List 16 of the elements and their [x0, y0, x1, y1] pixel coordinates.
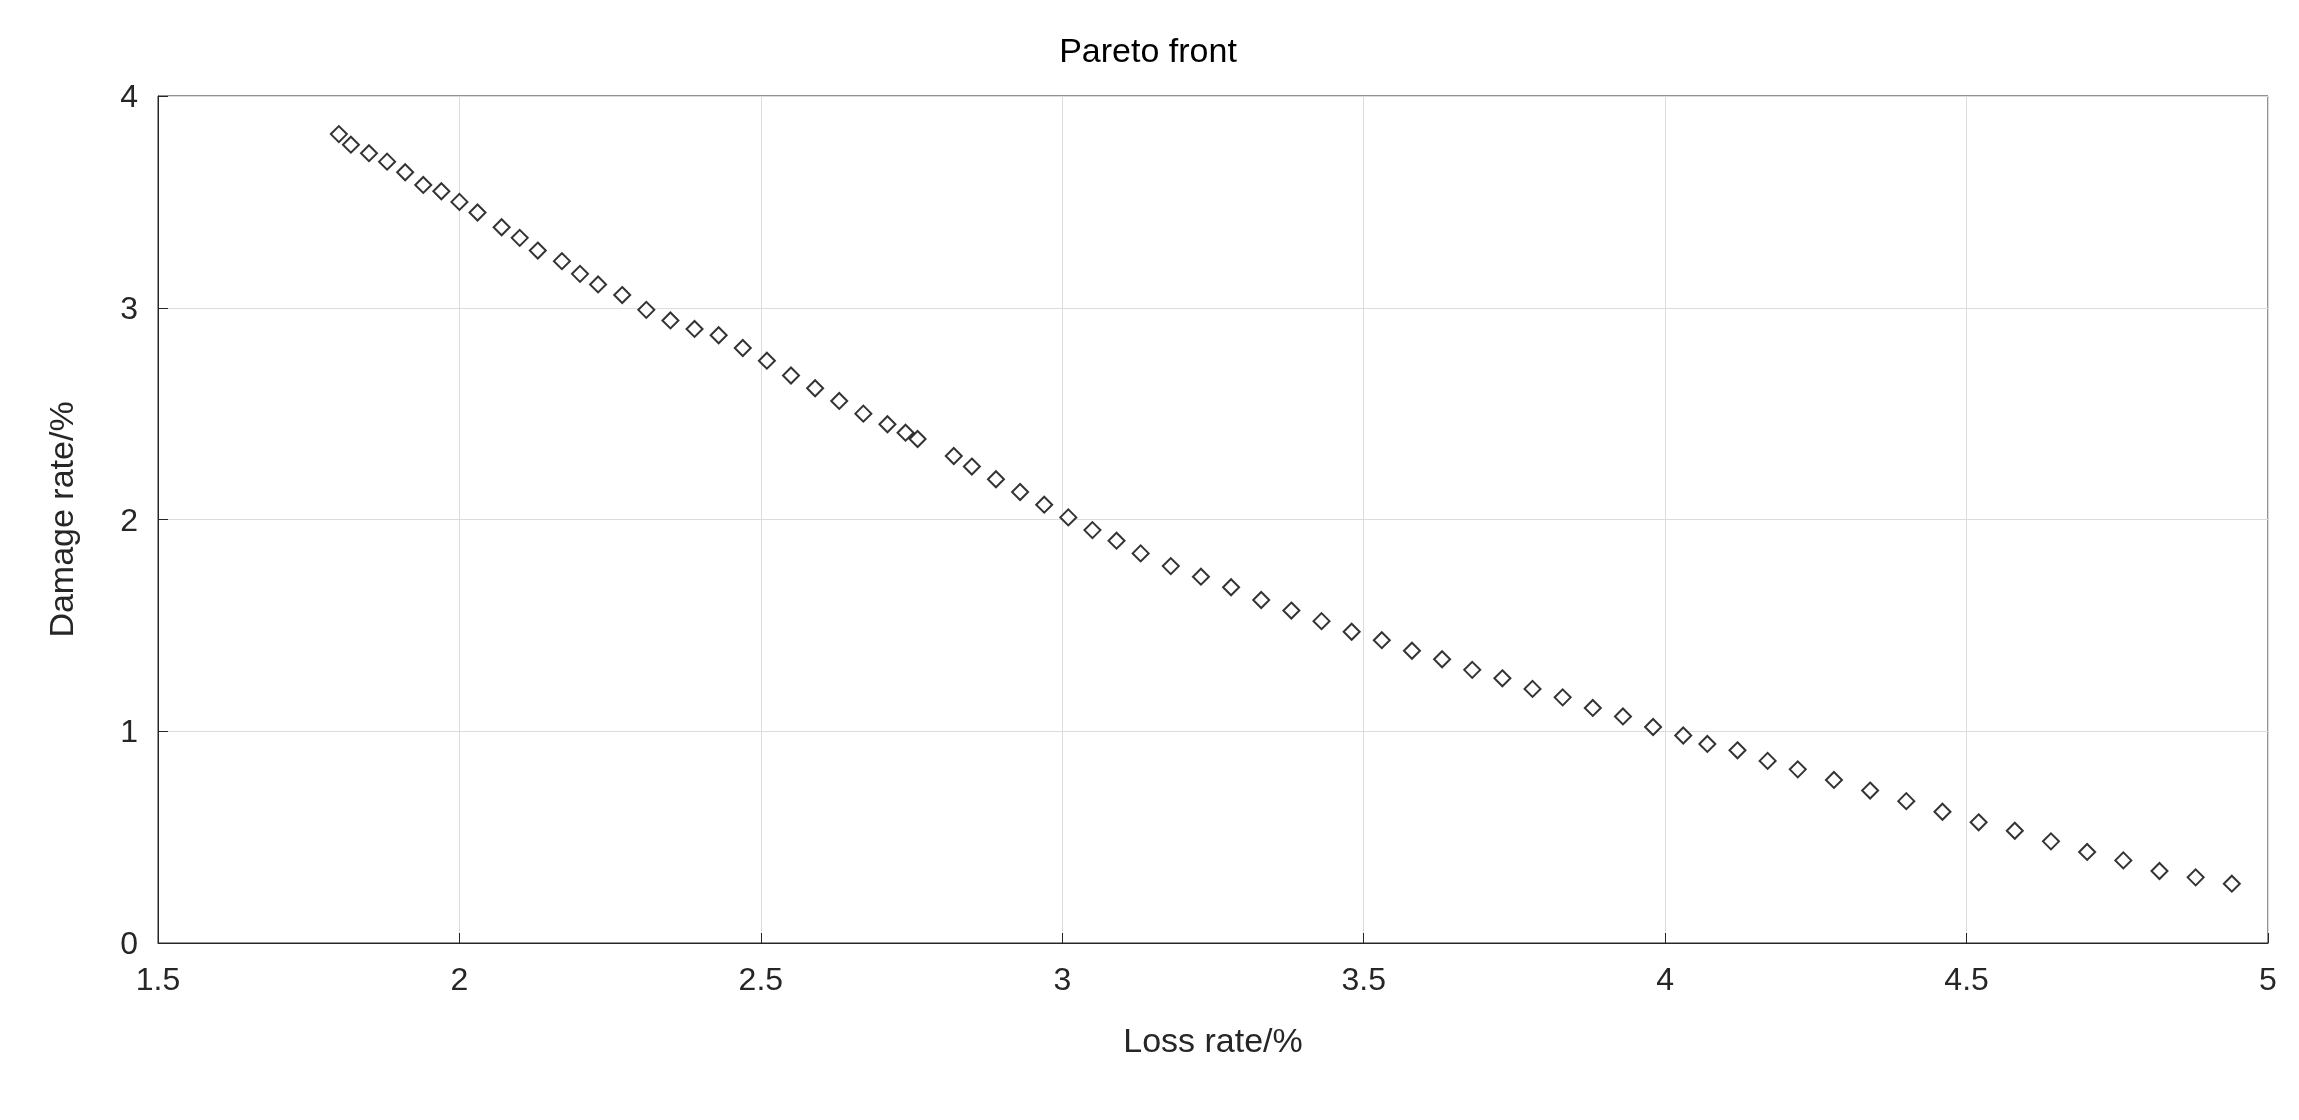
x-tick-label: 4.5: [1944, 961, 1989, 997]
x-tick-label: 3: [1053, 961, 1072, 997]
x-axis-title: Loss rate/%: [1123, 1021, 1303, 1059]
x-tick-label: 5: [2259, 961, 2277, 997]
y-tick-label: 3: [120, 289, 138, 326]
x-tick-label: 4: [1656, 961, 1675, 997]
y-tick-label: 1: [120, 713, 138, 750]
x-tick-label: 3.5: [1341, 961, 1386, 997]
y-axis-title: Damage rate/%: [42, 401, 80, 638]
y-tick-label: 2: [120, 501, 138, 538]
y-tick-label: 0: [120, 925, 138, 961]
x-tick-label: 1.5: [135, 961, 181, 997]
chart-title: Pareto front: [1059, 31, 1238, 69]
x-tick-label: 2: [450, 961, 469, 997]
y-tick-label: 4: [120, 78, 138, 114]
x-tick-label: 2.5: [738, 961, 784, 997]
